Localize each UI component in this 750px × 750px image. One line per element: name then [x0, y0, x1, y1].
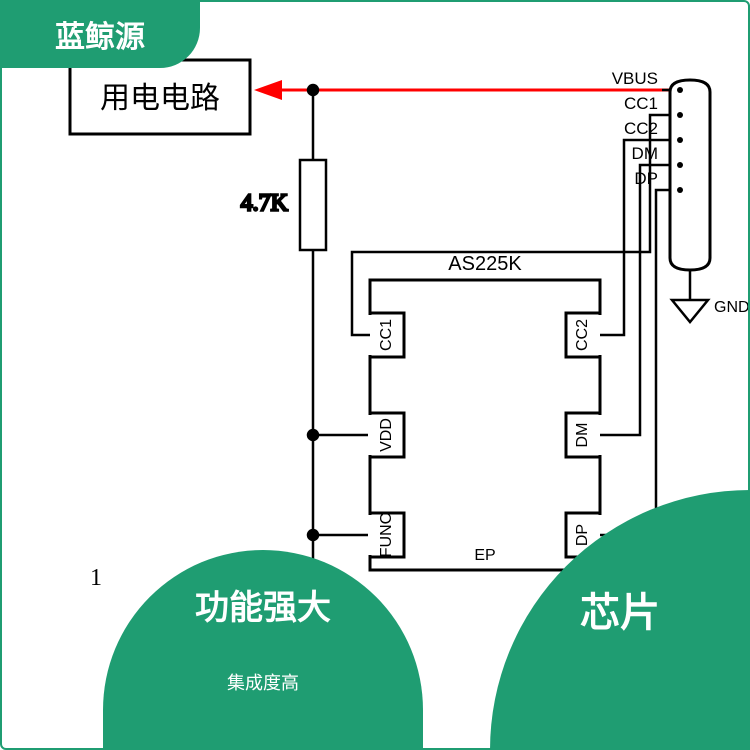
svg-text:DM: DM: [574, 423, 591, 448]
svg-text:DM: DM: [632, 144, 658, 163]
feature-label-2: 集成度高: [227, 669, 299, 695]
svg-text:用电电路: 用电电路: [100, 82, 220, 115]
canvas: 用电电路 4.7K 1 D AS225K: [0, 0, 750, 750]
brand-label: 蓝鲸源: [55, 12, 145, 56]
svg-text:DP: DP: [574, 524, 591, 546]
svg-text:VDD: VDD: [378, 418, 395, 452]
svg-text:CC1: CC1: [624, 94, 658, 113]
svg-text:CC2: CC2: [574, 319, 591, 351]
svg-text:CC1: CC1: [378, 319, 395, 351]
svg-text:GND: GND: [714, 299, 750, 316]
svg-text:VBUS: VBUS: [612, 69, 658, 88]
svg-text:CC2: CC2: [624, 119, 658, 138]
svg-text:EP: EP: [474, 547, 495, 564]
svg-text:AS225K: AS225K: [448, 253, 522, 275]
brand-badge: 蓝鲸源: [0, 0, 200, 68]
feature-label-1: 功能强大: [195, 580, 331, 629]
category-label: 芯片: [580, 580, 660, 638]
svg-text:FUNC: FUNC: [378, 513, 395, 557]
svg-text:4.7K: 4.7K: [241, 191, 289, 217]
svg-text:DP: DP: [634, 169, 658, 188]
chip-as225k: AS225K CC1 VDD FUNC CC2 DM DP EP: [370, 253, 600, 570]
svg-text:1: 1: [90, 565, 102, 591]
